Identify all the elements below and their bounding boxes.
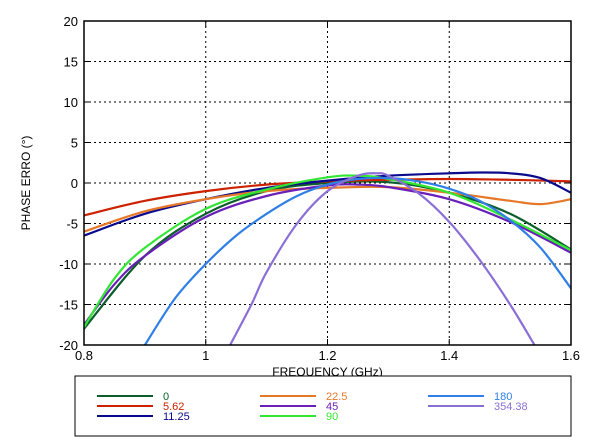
y-tick-label: 20 [64,14,78,29]
y-tick-label: -20 [59,338,78,353]
x-tick-label: 0.8 [75,348,93,363]
legend-label: 354.38 [494,401,528,413]
legend-label: 45 [326,401,338,413]
y-tick-label: 5 [71,136,78,151]
x-tick-label: 1.6 [562,348,580,363]
series-line-45 [84,183,571,326]
series-line-22.5 [84,185,571,233]
legend [74,375,572,437]
legend-label: 180 [494,391,512,403]
y-tick-label: 10 [64,95,78,110]
series-line-180 [143,176,571,345]
grid-lines [84,21,571,345]
y-axis-label: PHASE ERRO (°) [19,136,33,231]
series-line-354.38 [229,172,536,345]
legend-label: 5.62 [163,401,184,413]
y-tick-label: 0 [71,176,78,191]
y-tick-label: -15 [59,298,78,313]
x-tick-label: 1.2 [318,348,336,363]
legend-label: 90 [326,411,338,423]
legend-label: 22.5 [326,391,347,403]
y-tick-label: -5 [66,217,78,232]
axis-ticks: 0.8 1 1.2 1.4 1.6 -20 -15 -10 -5 0 5 10 15 20 [59,14,580,363]
series-line-0 [84,180,571,330]
y-tick-label: 15 [64,55,78,70]
legend-label: 11.25 [163,411,190,423]
series-lines [84,171,571,345]
y-tick-label: -10 [59,257,78,272]
series-line-90 [84,174,571,328]
legend-label: 0 [163,391,169,403]
x-tick-label: 1 [202,348,209,363]
legend-entries: 0 22.5 180 5.62 45 354.38 11.25 90 [97,391,528,423]
x-tick-label: 1.4 [440,348,458,363]
